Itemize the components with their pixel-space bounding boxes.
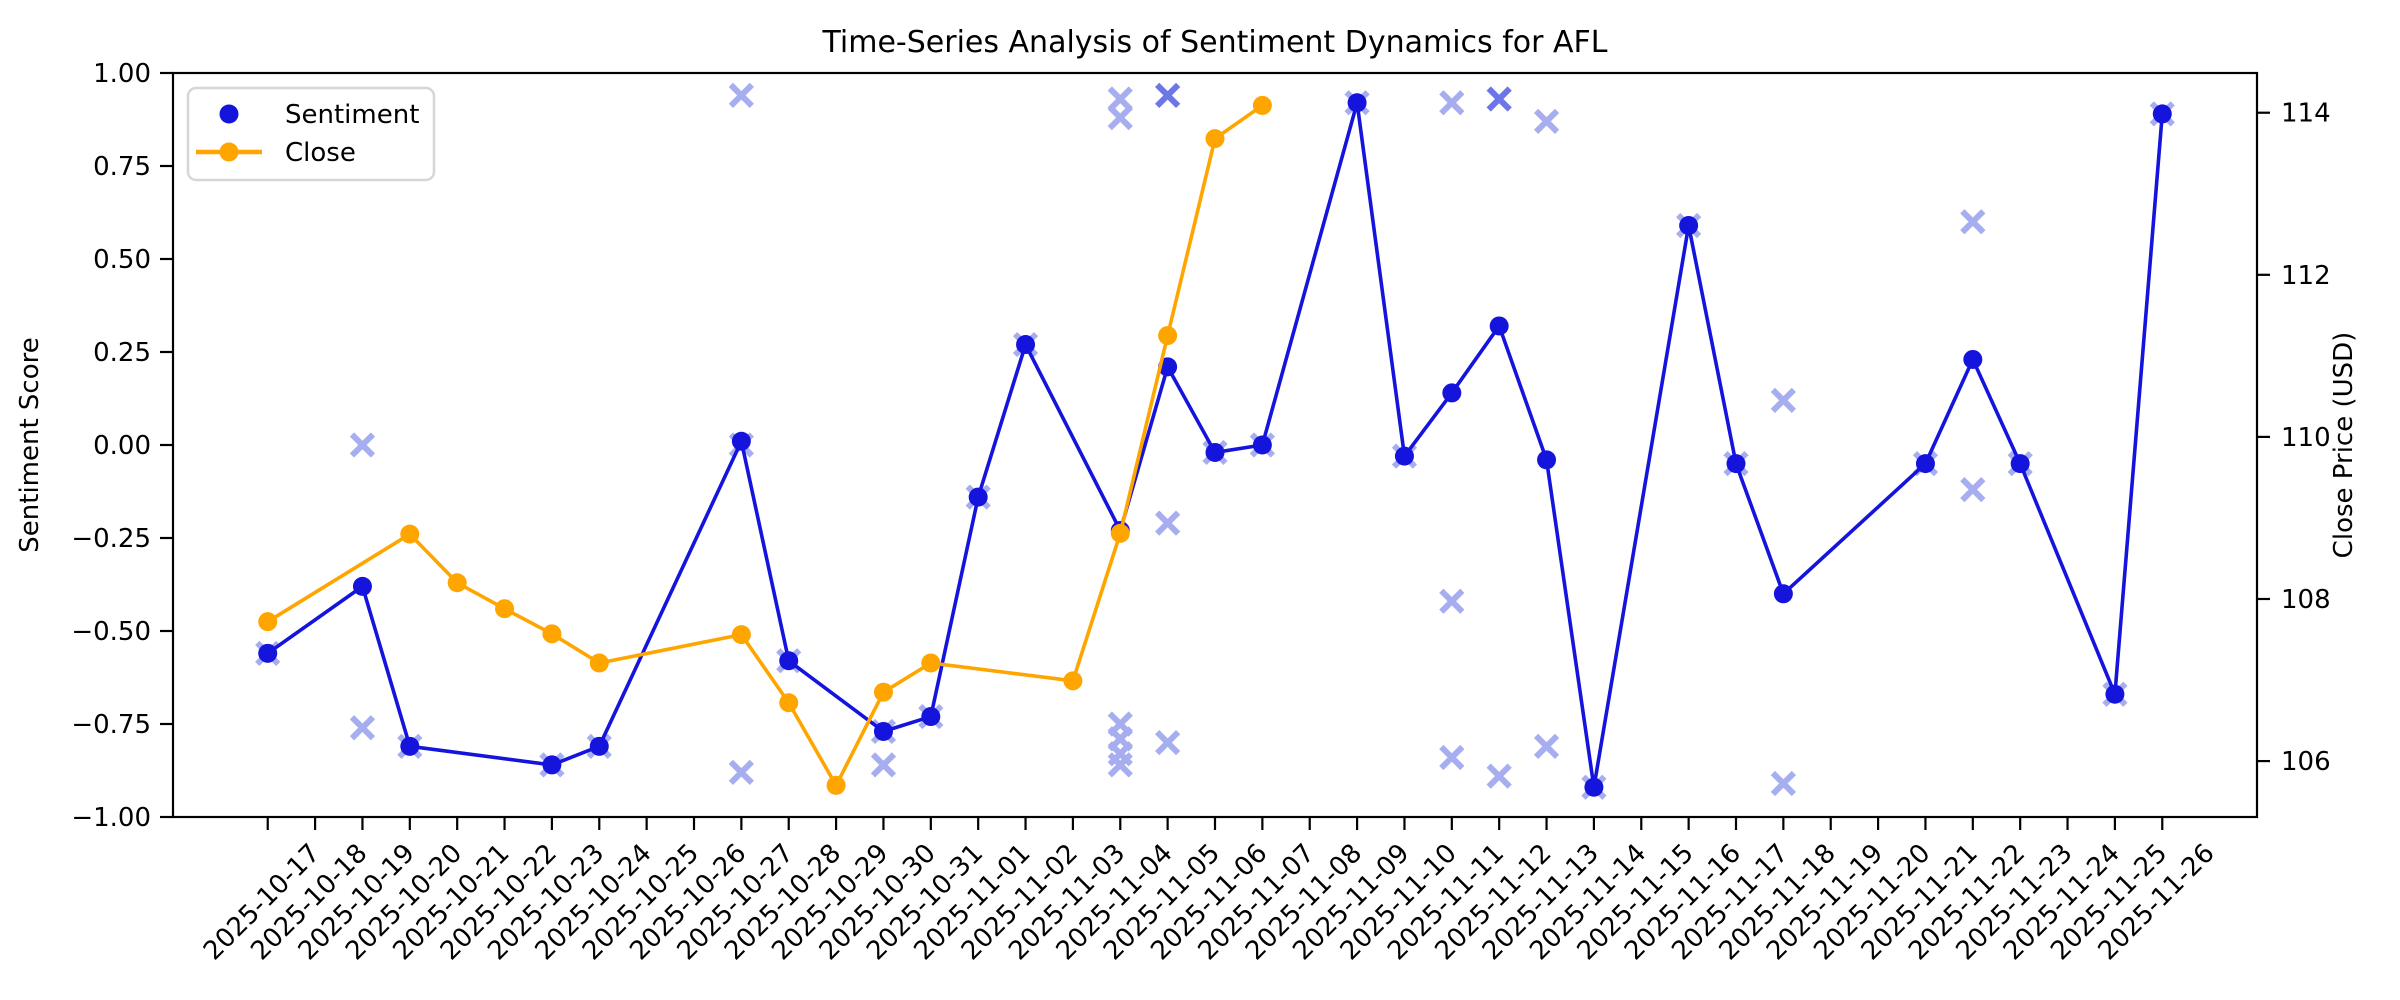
close-point	[731, 625, 751, 645]
sentiment-point	[779, 651, 799, 671]
observation-x-icon	[1107, 86, 1133, 112]
observation-x-icon	[1107, 105, 1133, 131]
sentiment-point	[731, 431, 751, 451]
observation-x-icon	[728, 759, 754, 785]
left-y-tick-label: −0.25	[71, 524, 151, 554]
observation-x-icon	[1770, 770, 1796, 797]
sentiment-point	[1726, 454, 1746, 474]
observation-x-icon	[1770, 387, 1796, 413]
observation-x-icon	[1107, 752, 1133, 778]
left-y-tick-label: 0.50	[93, 245, 151, 275]
observation-x-icon	[1155, 82, 1181, 108]
left-y-tick-label: −0.50	[71, 617, 151, 647]
left-y-tick-label: 1.00	[93, 59, 151, 89]
sentiment-point	[1394, 446, 1414, 466]
sentiment-point	[1963, 349, 1983, 369]
observation-x-icon	[1960, 477, 1986, 503]
observation-x-icon	[1439, 90, 1465, 116]
close-point	[826, 775, 846, 795]
axis-ticks: 1.00 0.75 0.50 0.25 0.00 −0.25 −0.50 −0.75 −1.00…	[71, 59, 2330, 966]
sentiment-point	[589, 736, 609, 756]
sentiment-point	[2105, 684, 2125, 704]
legend-sentiment-label: Sentiment	[285, 100, 419, 130]
right-y-tick-label: 110	[2281, 423, 2331, 453]
observation-x-icon	[1486, 763, 1512, 789]
left-y-tick-label: 0.75	[93, 152, 151, 182]
right-y-tick-label: 108	[2281, 585, 2331, 615]
legend-close-dot-icon	[219, 142, 239, 162]
sentiment-point	[400, 736, 420, 756]
close-point	[1205, 129, 1225, 149]
observation-x-icon	[1439, 744, 1465, 771]
sentiment-point	[542, 755, 562, 775]
legend-box	[186, 86, 436, 182]
legend-sentiment-dot-icon	[219, 104, 239, 124]
close-point	[447, 573, 467, 593]
chart-title: Time-Series Analysis of Sentiment Dynami…	[822, 25, 1608, 60]
observation-x-icon	[1155, 510, 1181, 536]
observation-x-icon	[349, 432, 376, 458]
observation-x-icon	[1155, 729, 1181, 756]
right-y-tick-label: 112	[2281, 261, 2331, 291]
sentiment-point	[1915, 454, 1935, 474]
close-point	[779, 693, 799, 713]
close-point	[1063, 671, 1083, 691]
sentiment-point	[1347, 93, 1367, 113]
data-series	[258, 93, 2172, 797]
close-point	[1158, 326, 1178, 346]
right-y-tick-label: 114	[2281, 99, 2331, 129]
sentiment-point	[2152, 104, 2172, 124]
close-line	[266, 103, 1264, 788]
sentiment-point	[1537, 450, 1557, 470]
close-point	[1110, 523, 1130, 543]
observation-x-icon	[1960, 209, 1986, 235]
sentiment-point	[1252, 435, 1272, 455]
left-y-tick-label: −0.75	[71, 710, 151, 740]
sentiment-point	[1489, 316, 1509, 336]
plot-border	[171, 71, 2259, 819]
close-point	[589, 653, 609, 673]
observation-x-icon	[728, 82, 754, 108]
close-point	[873, 682, 893, 702]
observation-x-icon	[870, 752, 897, 778]
sentiment-point	[258, 643, 278, 663]
observation-x-icon	[1533, 733, 1560, 759]
legend-close-label: Close	[285, 138, 356, 168]
observation-x-icon	[1486, 86, 1512, 112]
left-axis-label: Sentiment Score	[15, 337, 45, 552]
close-point	[400, 524, 420, 544]
right-y-tick-label: 106	[2281, 747, 2331, 777]
left-y-tick-label: 0.25	[93, 338, 151, 368]
close-point	[921, 653, 941, 673]
observation-x-icon	[1439, 588, 1465, 614]
observation-x-icon	[1533, 108, 1560, 134]
sentiment-point	[352, 576, 372, 596]
sentiment-point	[968, 487, 988, 507]
observation-x-markers	[255, 82, 2175, 800]
sentiment-point	[1773, 584, 1793, 604]
right-axis-label: Close Price (USD)	[2329, 332, 2359, 559]
sentiment-point	[921, 707, 941, 727]
sentiment-point	[1442, 383, 1462, 403]
left-y-tick-label: −1.00	[71, 803, 151, 833]
close-point	[495, 599, 515, 619]
legend: Sentiment Close	[186, 86, 436, 182]
sentiment-point	[2010, 454, 2030, 474]
sentiment-point	[873, 721, 893, 741]
sentiment-point	[1016, 335, 1036, 355]
sentiment-point	[1584, 777, 1604, 797]
observation-x-icon	[349, 715, 376, 741]
close-point	[1252, 95, 1272, 115]
close-point	[542, 624, 562, 644]
close-point	[258, 612, 278, 632]
left-y-tick-label: 0.00	[93, 431, 151, 461]
sentiment-point	[1205, 442, 1225, 462]
sentiment-point	[1679, 216, 1699, 236]
